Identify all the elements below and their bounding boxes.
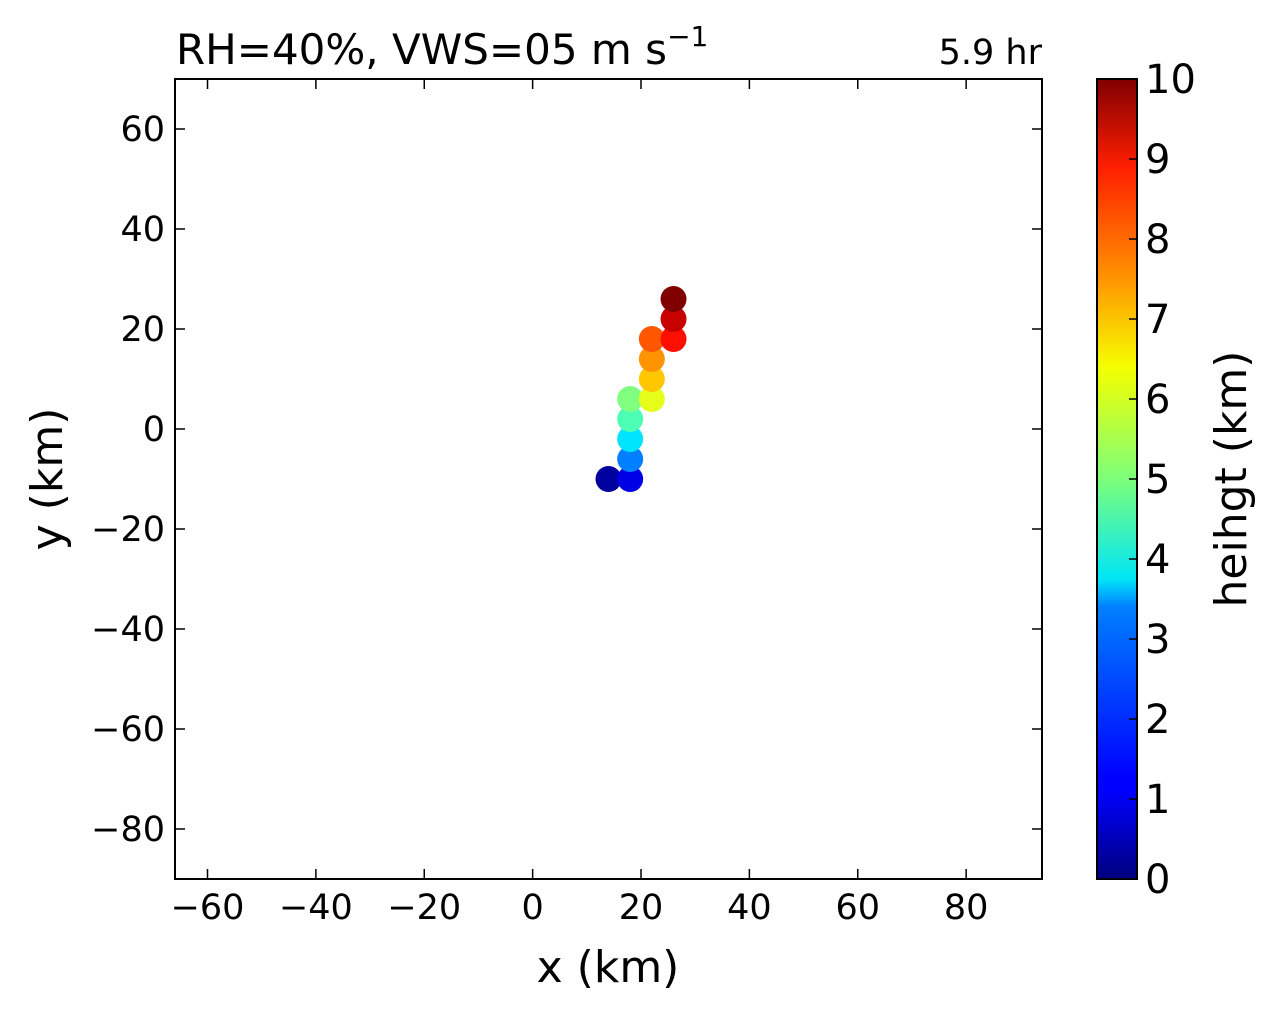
scatter-point [617,406,644,432]
scatter-point [638,386,665,412]
x-tick-label: 20 [619,888,664,928]
colorbar-tick-label: 3 [1145,617,1170,663]
colorbar-tick-label: 2 [1145,697,1170,743]
scatter-point [638,366,665,392]
colorbar-tick-label: 8 [1145,217,1170,263]
x-tick-label: −60 [171,888,245,928]
x-axis-label: x (km) [537,942,680,993]
points-layer [595,286,687,492]
y-tick-label: 40 [120,210,165,250]
time-annotation: 5.9 hr [939,33,1043,73]
colorbar-tick-label: 0 [1145,857,1170,903]
y-axis-ticks: −80 −60 −40 −20 0 20 40 60 [91,110,1042,850]
scatter-point [660,286,687,312]
colorbar-tick-label: 10 [1145,57,1196,103]
scatter-point [638,346,665,372]
colorbar-tick-label: 1 [1145,777,1170,823]
scatter-point [617,446,644,472]
scatter-point [638,326,665,352]
scatter-point [595,466,622,492]
scatter-point [617,426,644,452]
colorbar-tick-label: 4 [1145,537,1170,583]
x-axis-ticks: −60 −40 −20 0 20 40 60 80 [171,79,989,928]
y-tick-label: −40 [91,610,165,650]
colorbar-tick-label: 6 [1145,377,1170,423]
y-tick-label: 60 [120,110,165,150]
x-tick-label: 0 [521,888,543,928]
scatter-point [617,466,644,492]
x-tick-label: 60 [835,888,880,928]
y-tick-label: 20 [120,310,165,350]
x-tick-label: −40 [279,888,353,928]
x-tick-label: −20 [387,888,461,928]
colorbar-label: heihgt (km) [1206,351,1257,608]
y-tick-label: −20 [91,510,165,550]
colorbar-tick-label: 7 [1145,297,1170,343]
chart-title-text: RH=40%, VWS=05 m s [176,25,667,74]
colorbar-ticks: 0 1 2 3 4 5 6 7 8 9 10 [1129,57,1196,903]
scatter-point [617,386,644,412]
colorbar-tick-label: 5 [1145,457,1170,503]
y-tick-label: −60 [91,710,165,750]
colorbar-tick-label: 9 [1145,137,1170,183]
scatter-point [660,306,687,332]
y-tick-label: 0 [143,410,165,450]
colorbar: 0 1 2 3 4 5 6 7 8 9 10 heihgt (km) [1096,57,1257,903]
plot-frame [174,78,1043,880]
chart-title: RH=40%, VWS=05 m s−1 [176,20,708,74]
x-tick-label: 40 [727,888,772,928]
x-tick-label: 80 [944,888,989,928]
y-tick-label: −80 [91,810,165,850]
y-axis-label: y (km) [22,408,73,551]
scatter-point [660,326,687,352]
chart-title-superscript: −1 [667,20,708,53]
